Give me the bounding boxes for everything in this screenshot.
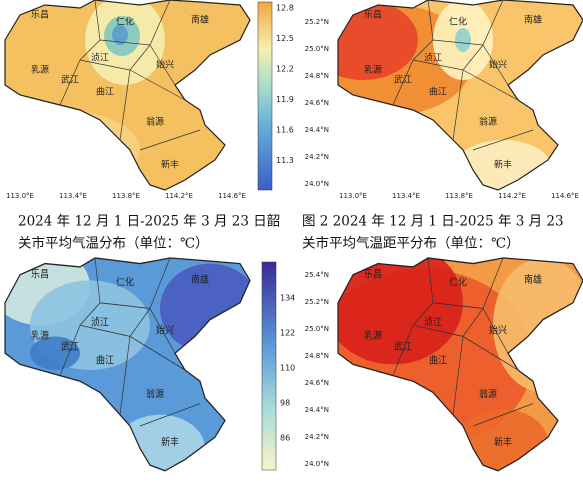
lat-label: 24.8°N: [305, 72, 329, 80]
place-label: 乐昌: [31, 268, 49, 281]
lat-label: 25.2°N: [305, 298, 329, 306]
caption: 关市平均气温分布（单位：℃）: [18, 235, 209, 252]
place-label: 浈江: [424, 317, 442, 329]
place-label: 始兴: [156, 324, 174, 337]
colorbar-label: 134: [280, 294, 295, 303]
lat-label: 25.4°N: [305, 271, 329, 279]
lat-label: 24.6°N: [305, 99, 329, 107]
place-label: 南雄: [524, 14, 542, 26]
colorbar-label: 98: [280, 399, 290, 408]
map-fill: [338, 0, 583, 190]
colorbar-label: 12.5: [276, 34, 294, 43]
place-label: 仁化: [449, 16, 467, 28]
district-border: [392, 257, 534, 427]
lat-label: 24.8°N: [305, 352, 329, 360]
lat-label: 24.0°N: [305, 180, 329, 188]
district-border: [392, 0, 534, 151]
colorbar-label: 110: [280, 364, 295, 373]
lon-label: 113.4°E: [392, 192, 420, 200]
lat-label: 24.6°N: [305, 379, 329, 387]
place-label: 乐昌: [364, 9, 382, 21]
place-label: 始兴: [489, 324, 507, 337]
place-label: 乐昌: [31, 9, 49, 21]
place-label: 曲江: [96, 355, 114, 367]
lon-label: 114.2°E: [498, 192, 526, 200]
map-contour: [30, 336, 80, 370]
colorbar-label: 12.2: [276, 65, 294, 74]
lat-label: 25.0°N: [305, 325, 329, 333]
place-label: 浈江: [91, 317, 109, 329]
place-label: 南雄: [191, 14, 209, 26]
lon-label: 114.6°E: [218, 192, 246, 200]
place-label: 翁源: [146, 116, 164, 128]
place-label: 曲江: [429, 87, 447, 98]
lon-label: 113.0°E: [339, 192, 367, 200]
place-label: 南雄: [191, 274, 209, 287]
place-label: 浈江: [91, 53, 109, 64]
colorbar-label: 11.6: [276, 126, 294, 135]
place-label: 始兴: [489, 59, 507, 71]
place-label: 新丰: [161, 436, 179, 449]
place-label: 乳源: [31, 64, 49, 76]
place-label: 仁化: [449, 276, 467, 289]
place-label: 翁源: [479, 388, 497, 401]
colorbar-label: 12.8: [276, 4, 294, 13]
colorbar-label: 122: [280, 329, 295, 338]
map-fill: [338, 258, 583, 471]
place-label: 乳源: [31, 330, 49, 343]
place-label: 武江: [394, 74, 412, 86]
place-label: 新丰: [161, 159, 179, 171]
place-label: 曲江: [429, 355, 447, 367]
place-label: 乳源: [364, 330, 382, 343]
lat-label: 24.0°N: [305, 460, 329, 468]
place-label: 新丰: [494, 159, 512, 171]
lon-label: 113.8°E: [445, 192, 473, 200]
place-label: 仁化: [116, 16, 134, 28]
lon-label: 113.4°E: [59, 192, 87, 200]
district-border: [59, 257, 201, 427]
place-label: 南雄: [524, 274, 542, 287]
place-label: 曲江: [96, 87, 114, 98]
caption: 关市平均气温距平分布（单位：℃）: [302, 235, 520, 252]
colorbar: [261, 261, 277, 471]
place-label: 浈江: [424, 53, 442, 64]
place-label: 武江: [394, 341, 412, 354]
lon-label: 114.2°E: [165, 192, 193, 200]
caption: 图 2 2024 年 12 月 1 日-2025 年 3 月 23: [302, 214, 564, 230]
lat-label: 24.2°N: [305, 433, 329, 441]
place-label: 仁化: [116, 276, 134, 289]
lat-label: 25.2°N: [305, 18, 329, 26]
map-contour: [112, 25, 128, 45]
place-label: 武江: [61, 341, 79, 354]
lat-label: 25.0°N: [305, 45, 329, 53]
place-label: 乐昌: [364, 268, 382, 281]
lon-label: 114.6°E: [551, 192, 579, 200]
map-contour: [455, 28, 471, 52]
lon-label: 113.8°E: [112, 192, 140, 200]
colorbar-label: 11.9: [276, 95, 294, 104]
lat-label: 24.2°N: [305, 153, 329, 161]
map-contour: [338, 0, 418, 80]
place-label: 新丰: [494, 436, 512, 449]
place-label: 翁源: [146, 388, 164, 401]
map-contour: [160, 263, 250, 354]
lon-label: 113.0°E: [6, 192, 34, 200]
colorbar-label: 86: [280, 434, 290, 443]
lat-label: 24.4°N: [305, 126, 329, 134]
place-label: 始兴: [156, 59, 174, 71]
place-label: 武江: [61, 74, 79, 86]
place-label: 乳源: [364, 64, 382, 76]
place-label: 翁源: [479, 116, 497, 128]
colorbar-label: 11.3: [276, 156, 294, 165]
district-border: [59, 0, 201, 151]
lat-label: 24.4°N: [305, 406, 329, 414]
colorbar: [257, 1, 273, 191]
caption: 2024 年 12 月 1 日-2025 年 3 月 23 日韶: [18, 214, 280, 230]
